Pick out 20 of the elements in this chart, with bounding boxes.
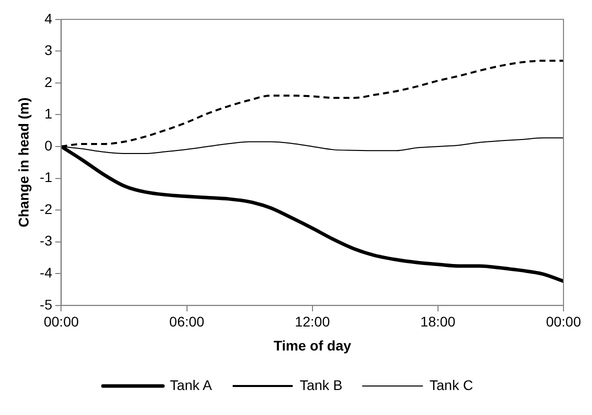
x-tick-label: 00:00 bbox=[546, 314, 582, 330]
y-tick-label: 0 bbox=[44, 137, 52, 154]
y-axis-title: Change in head (m) bbox=[15, 97, 32, 228]
x-tick-label: 00:00 bbox=[44, 314, 79, 330]
y-tick-label: 1 bbox=[44, 106, 52, 122]
y-tick-label: 4 bbox=[44, 10, 52, 26]
y-tick-label: -5 bbox=[40, 296, 52, 312]
legend-label: Tank B bbox=[300, 376, 343, 393]
x-axis-title: Time of day bbox=[274, 337, 352, 354]
y-tick-label: -1 bbox=[40, 169, 52, 186]
y-tick-label: -4 bbox=[40, 264, 52, 280]
x-tick-label: 12:00 bbox=[294, 314, 330, 330]
x-tick-label: 18:00 bbox=[420, 314, 456, 330]
y-tick-label: -3 bbox=[40, 232, 52, 249]
y-tick-label: 3 bbox=[44, 42, 52, 58]
y-tick-label: 2 bbox=[44, 74, 52, 90]
legend-label: Tank A bbox=[170, 376, 213, 393]
y-tick-label: -2 bbox=[40, 200, 52, 217]
x-tick-label: 06:00 bbox=[169, 314, 205, 330]
legend-label: Tank C bbox=[430, 376, 474, 393]
